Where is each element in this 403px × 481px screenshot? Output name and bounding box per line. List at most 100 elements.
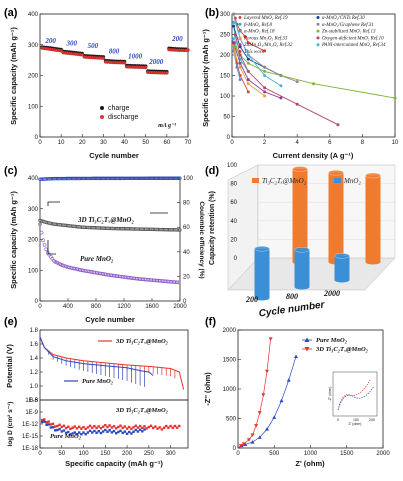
panel-d-ylabel: Capacity retention (%) [209,191,216,265]
panel-c-xlabel: Cycle number [85,315,135,324]
e-diffusion-point [158,426,161,429]
panel-c-annot-composite: 3D Ti₃C₂Tₓ@MnO₂ [77,216,134,224]
c-yr-tick-label: 20 [183,274,190,280]
b-legend-label: Porous Mn₂O₃ Ref.33 [243,36,288,41]
e-diffusion-point [47,423,50,426]
b-legend-marker [316,22,320,26]
b-x-tick-label: 0 [230,140,234,146]
panel-c-ylabel: Specific capacity (mAh g⁻¹) [9,191,18,289]
c-yr-tick-label: 0 [183,299,187,305]
f-y-tick-label: 1500 [223,358,237,364]
f-curve [237,338,271,449]
panel-c-frame [39,177,181,302]
b-y-tick-label: 250 [220,33,231,39]
f-point [257,411,262,415]
c-x-tick-label: 0 [38,304,42,310]
f-point [246,438,251,442]
c-arrow-left [47,201,60,206]
c-y-tick-label: 400 [28,176,39,182]
a-point-discharge [80,53,84,57]
panel-a-label: (a) [4,7,18,19]
c-composite-point [178,228,182,232]
panel-d-label: (d) [205,165,219,177]
e-diffusion-point [60,430,63,433]
b-series-point [263,69,267,73]
b-series-point [279,84,283,88]
a-x-tick-label: 20 [79,140,86,146]
f-point [272,415,277,419]
e-diffusion-point [134,424,137,427]
inset-pure-curve [337,385,375,411]
b-legend-label: This work [244,50,265,55]
panel-f-inset-frame [332,371,378,417]
e-diffusion-point [130,427,133,431]
e-diffusion-point [97,430,100,433]
e-x-tick-label: 200 [122,451,133,457]
panel-c: (c) 0 400 800 1200 1600 200001002003004000204… [4,165,205,324]
panel-d-legend: Ti₃C₂Tₓ@MnO₂ MnO₂ [252,177,361,185]
e-diffusion-point [104,428,107,432]
c-ce-point [176,176,181,180]
b-series-point [246,53,250,57]
inset-tick-200: 200 [369,418,375,422]
c-pure-point [50,257,55,261]
c-arrow-pure [47,240,56,255]
legend-mno2-swatch [334,178,341,183]
e-diffusion-point [64,431,68,435]
e-diffusion-point [147,425,151,429]
f-point [279,398,284,403]
a-point-discharge [186,48,190,52]
e-diffusion-point [99,431,103,435]
b-y-tick-label: 150 [220,74,231,80]
e-diffusion-point [54,425,57,428]
f-point [268,337,273,341]
panel-b-ylabel: Specific capacity (mAh g⁻¹) [201,29,210,127]
panel-a-unit-note: mA g⁻¹ [158,123,176,129]
e-diffusion-point [106,430,109,433]
e-diffusion-point [119,424,122,427]
c-yr-tick-label: 100 [183,176,194,182]
c-x-tick-label: 2000 [173,304,187,310]
e-diffusion-point [56,424,59,428]
panel-e-legend: 3D Ti₃C₂Tₓ@MnO₂ Pure MnO₂ [64,338,168,385]
inset-ylabel: -Z'' (ohm) [328,387,332,402]
b-series-point [238,61,242,65]
b-y-tick-label: 100 [220,94,231,100]
d-category-label: 800 [286,292,298,301]
inset-xlabel: Z' (ohm) [349,422,362,426]
a-point-discharge [122,61,127,65]
f-y-tick-label: 1000 [223,387,237,393]
f-x-tick-label: 1500 [340,451,354,457]
c-x-tick-label: 1200 [117,304,131,310]
panel-b-label: (b) [205,7,219,19]
e-diffusion-point [40,420,44,424]
f-y-tick-label: 0 [233,446,237,452]
e-diffusion-point [91,426,94,429]
e-diffusion-point [84,427,87,431]
f-x-tick-label: 500 [269,451,280,457]
inset-tick-100: 100 [353,418,359,422]
e-diffusion-point [82,431,85,434]
b-series-point [233,20,237,24]
c-x-tick-label: 1600 [145,304,159,310]
legend-composite-swatch [252,178,259,183]
e-diffusion-point [112,425,116,428]
b-legend-label: β-MnO₂ Ref.8 [243,23,272,28]
d-bar-composite-base [365,259,381,265]
e-diffusion-point [84,432,87,436]
e-x-tick-label: 300 [166,451,177,457]
e-diffusion-point [82,425,85,429]
e-diffusion-point [40,418,44,422]
d-tick-label: 40 [230,219,237,225]
b-series-point [263,49,267,53]
a-x-tick-label: 70 [185,140,192,146]
panel-f-label: (f) [205,316,216,328]
c-ce-point [178,176,182,180]
d-tick-label: 0 [234,256,238,262]
e-diffusion-point [130,432,133,435]
e-diffusion-point [149,424,153,428]
legend-e-composite: 3D Ti₃C₂Tₓ@MnO₂ [115,338,168,345]
e-diffusion-point [132,426,135,429]
e-diffusion-point [43,418,46,421]
b-series-point [238,53,242,57]
